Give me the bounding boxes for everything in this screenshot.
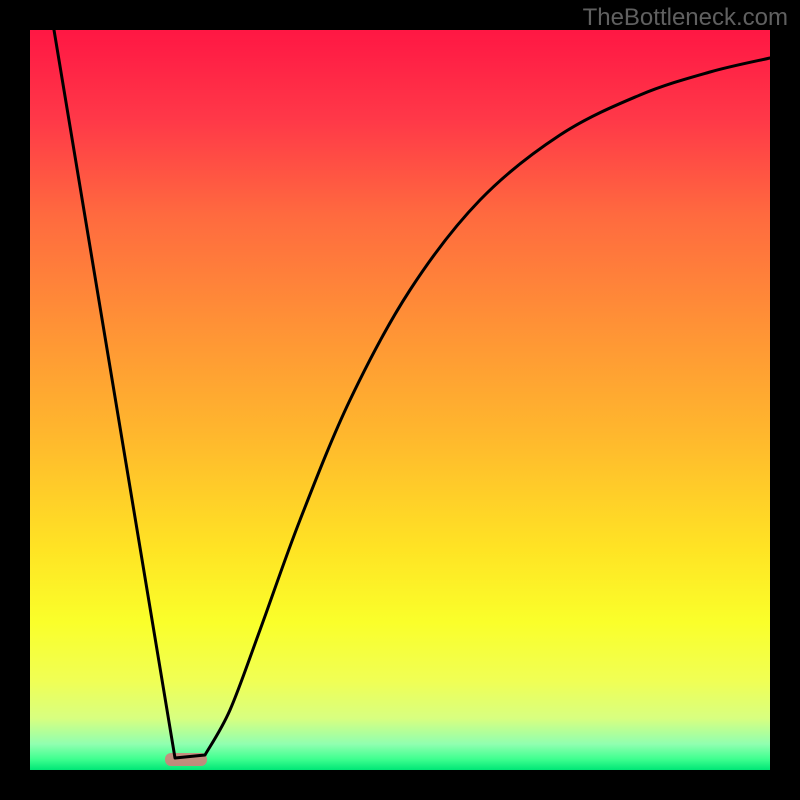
- bottleneck-chart: TheBottleneck.com: [0, 0, 800, 800]
- chart-background: [30, 30, 770, 770]
- chart-svg: [0, 0, 800, 800]
- watermark-text: TheBottleneck.com: [583, 4, 788, 32]
